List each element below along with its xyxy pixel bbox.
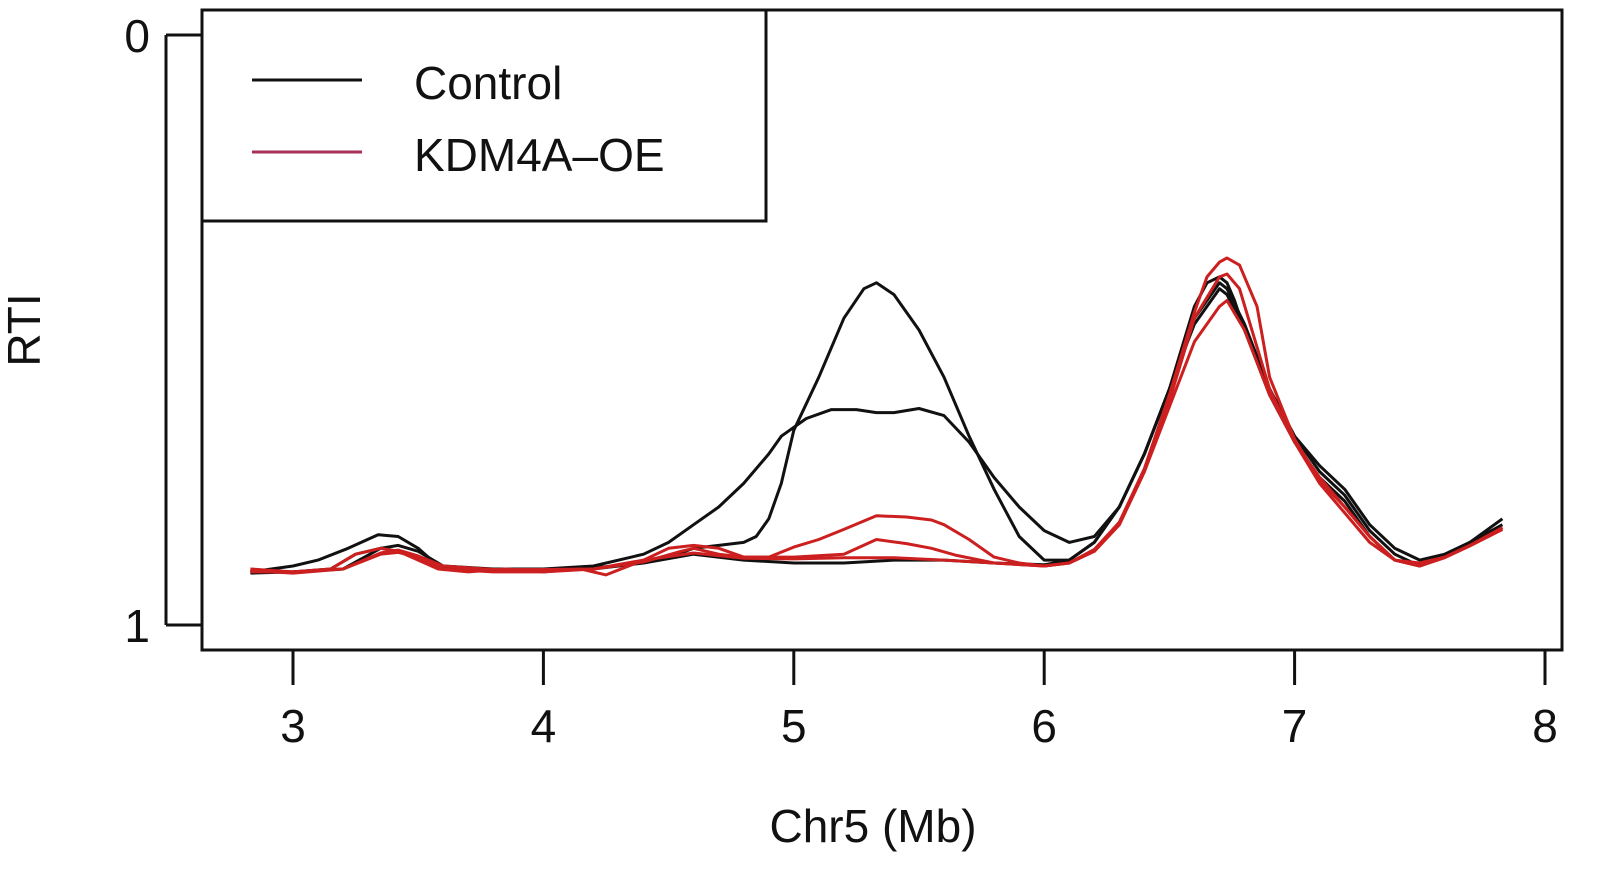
x-tick-label-4: 4 xyxy=(531,700,557,752)
series-line-kdm4a-oe-6 xyxy=(250,256,1504,575)
y-axis-title: RTI xyxy=(0,293,50,366)
series-line-control-1 xyxy=(250,275,1504,574)
series-line-control-3 xyxy=(250,287,1504,574)
legend: Control KDM4A–OE xyxy=(200,8,768,223)
legend-label-kdm4a-oe: KDM4A–OE xyxy=(414,129,665,181)
legend-label-control: Control xyxy=(414,57,562,109)
x-tick-label-6: 6 xyxy=(1031,700,1057,752)
y-axis: 0 1 xyxy=(124,10,202,652)
x-tick-label-8: 8 xyxy=(1532,700,1558,752)
series-line-control-2 xyxy=(250,281,1504,575)
x-tick-label-5: 5 xyxy=(781,700,807,752)
y-tick-label-1: 1 xyxy=(124,600,150,652)
x-axis: 3 4 5 6 7 8 xyxy=(280,648,1558,752)
x-tick-label-7: 7 xyxy=(1282,700,1308,752)
series-line-kdm4a-oe-5 xyxy=(250,299,1504,574)
y-tick-label-0: 0 xyxy=(124,10,150,62)
series-lines xyxy=(250,256,1504,577)
series-line-kdm4a-oe-4 xyxy=(250,272,1504,577)
legend-box xyxy=(200,8,768,223)
x-axis-title: Chr5 (Mb) xyxy=(769,800,976,852)
x-tick-label-3: 3 xyxy=(280,700,306,752)
